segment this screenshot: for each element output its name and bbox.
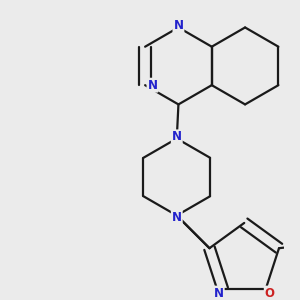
Text: N: N <box>172 211 182 224</box>
Text: N: N <box>148 79 158 92</box>
Text: N: N <box>214 286 224 300</box>
Text: N: N <box>173 19 183 32</box>
Text: O: O <box>265 286 275 300</box>
Text: N: N <box>172 130 182 143</box>
